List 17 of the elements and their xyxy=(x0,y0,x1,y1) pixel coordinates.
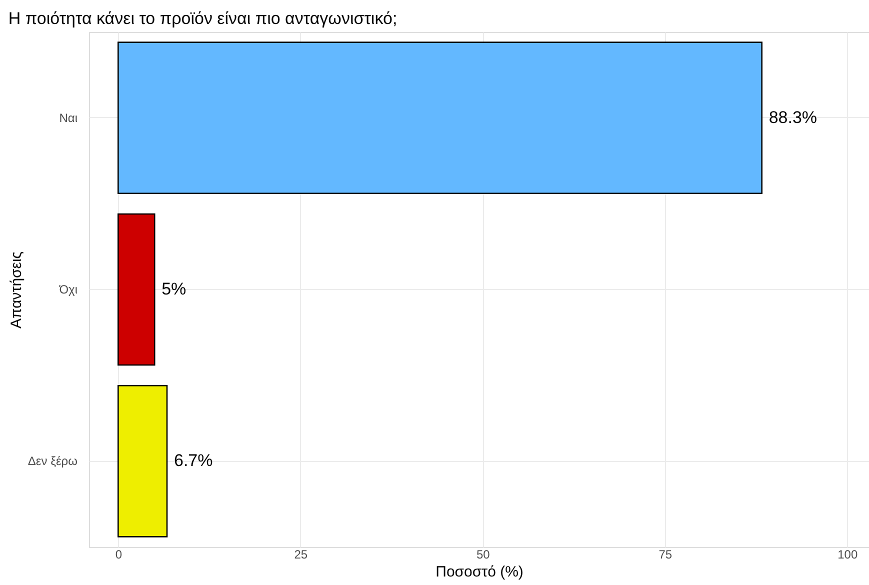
bar xyxy=(118,213,156,366)
x-tick-label: 50 xyxy=(476,548,490,562)
chart-title: Η ποιότητα κάνει το προϊόν είναι πιο ανταγωνιστικό; xyxy=(8,9,398,28)
x-tick-label: 0 xyxy=(115,548,122,562)
x-tick-label: 75 xyxy=(658,548,672,562)
bar xyxy=(118,384,168,538)
y-axis-title: Απαντήσεις xyxy=(8,251,25,329)
y-tick-label: Ναι xyxy=(59,110,78,125)
data-label: 6.7% xyxy=(174,451,213,470)
bar xyxy=(118,42,762,194)
x-axis-title: Ποσοστό (%) xyxy=(436,564,524,580)
data-label: 88.3% xyxy=(768,108,818,127)
x-tick-label: 25 xyxy=(294,548,308,562)
y-tick-label: Όχι xyxy=(58,282,78,296)
y-tick-label: Δεν ξέρω xyxy=(28,454,78,468)
x-tick-label: 100 xyxy=(838,548,858,562)
data-label: 5% xyxy=(162,280,186,298)
